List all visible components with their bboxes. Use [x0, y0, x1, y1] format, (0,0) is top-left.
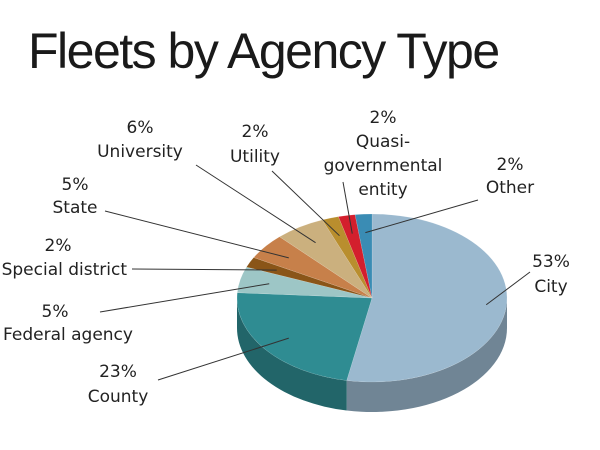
value-label: 2% [241, 122, 269, 142]
leader-line [99, 283, 270, 313]
category-label: Other [485, 178, 535, 198]
value-label: 6% [126, 118, 154, 138]
category-label: Utility [229, 147, 281, 167]
leader-line [271, 170, 340, 237]
category-label: County [87, 387, 149, 407]
leader-line [485, 271, 531, 306]
category-label: University [97, 142, 183, 162]
leader-line [365, 199, 479, 234]
pie-slice [253, 236, 373, 299]
category-label: City [534, 277, 568, 297]
value-label: 2% [496, 155, 524, 175]
category-label: State [52, 198, 98, 218]
value-label: 2% [369, 108, 397, 128]
value-label: 5% [61, 175, 89, 195]
pie-slice-side [346, 298, 507, 412]
category-label: Quasi-governmental entity [323, 132, 443, 200]
pie-slice [236, 292, 373, 381]
category-label: Special district [1, 260, 127, 280]
pie-slice-side [236, 298, 347, 411]
leader-line [157, 337, 289, 381]
chart-title: Fleets by Agency Type [28, 23, 500, 79]
pie-slice [246, 257, 373, 299]
leader-line [195, 164, 316, 244]
pie-slice [346, 213, 508, 383]
pie-slice [279, 219, 373, 299]
category-label: Federal agency [3, 325, 133, 345]
pie-slice [236, 266, 373, 299]
leader-line [131, 268, 277, 271]
value-label: 23% [99, 362, 137, 382]
value-label: 5% [41, 302, 69, 322]
leader-line [342, 181, 353, 234]
value-label: 53% [532, 252, 570, 272]
leader-line [104, 210, 289, 259]
pie-slice [338, 214, 373, 299]
value-label: 2% [44, 236, 72, 256]
pie-slice [354, 213, 373, 299]
